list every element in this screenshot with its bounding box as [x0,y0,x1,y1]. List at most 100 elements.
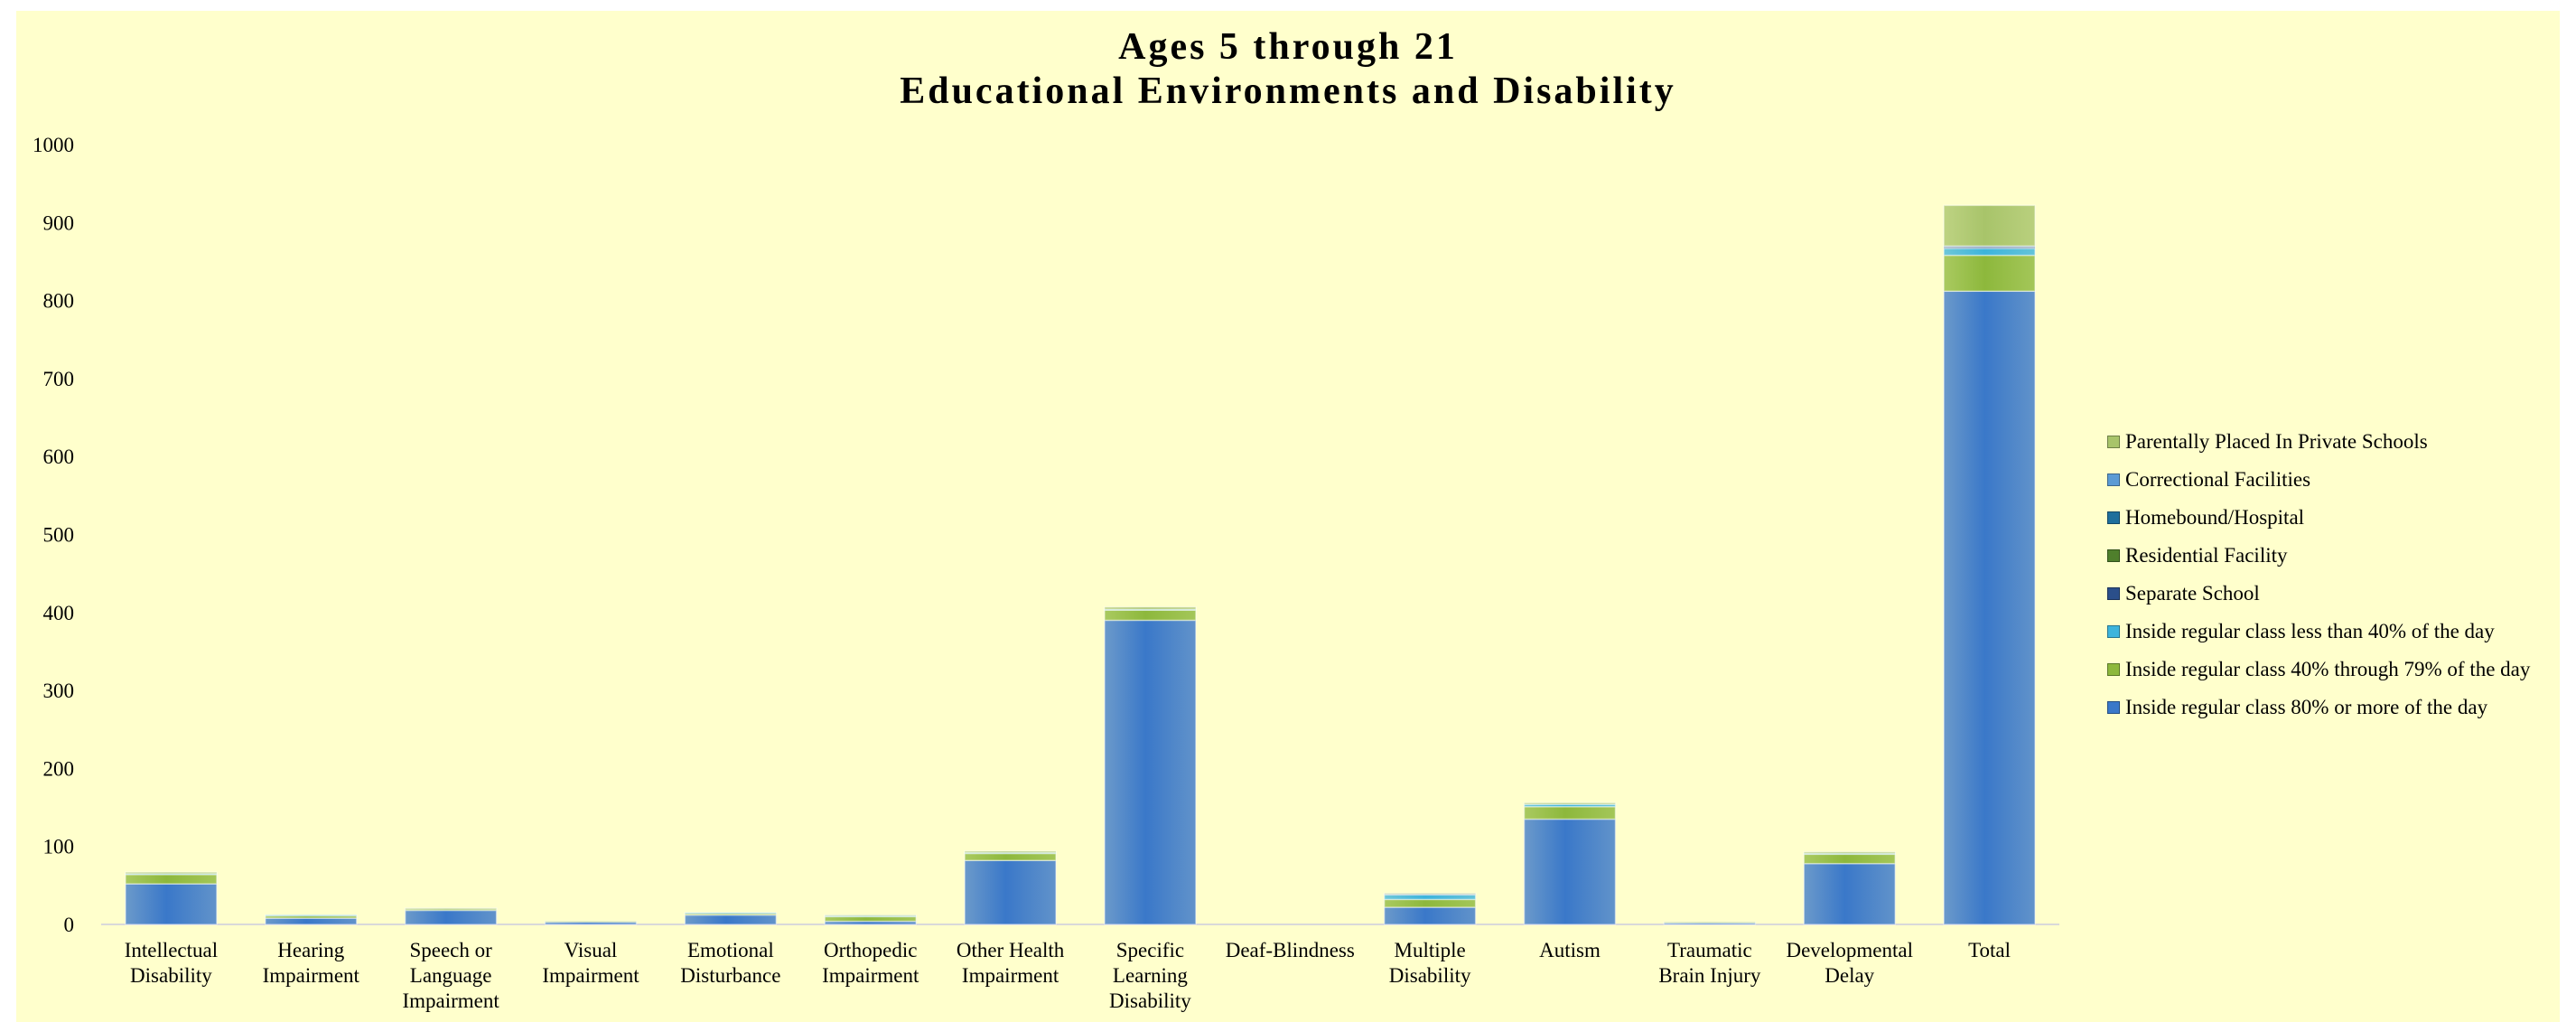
legend-item: Inside regular class 40% through 79% of … [2107,651,2559,689]
x-tick-label: Speech or Language Impairment [402,939,499,1012]
bar-segment [404,909,498,925]
bar-segment [1943,204,2036,247]
y-tick-label: 400 [43,602,75,624]
bar-segment [1383,898,1477,908]
bar-segment [125,874,218,885]
bar-segment [684,914,778,925]
legend-swatch [2107,701,2120,714]
bars-group [125,204,2036,925]
legend-swatch [2107,549,2120,562]
legend-item: Correctional Facilities [2107,461,2559,499]
x-tick-label-line: Impairment [402,989,499,1012]
x-tick-label-line: Learning [1113,964,1189,987]
bar-segment [824,915,917,923]
legend-swatch [2107,625,2120,638]
x-tick-label-line: Deaf-Blindness [1226,939,1355,961]
bar-segment [1803,862,1896,925]
bar-segment [964,859,1057,925]
chart-legend: Parentally Placed In Private Schools Corr… [2107,423,2559,727]
legend-item: Parentally Placed In Private Schools [2107,423,2559,461]
legend-swatch [2107,587,2120,600]
bar-segment [1803,853,1896,865]
legend-label: Inside regular class 40% through 79% of … [2125,658,2531,680]
legend-label: Parentally Placed In Private Schools [2125,430,2428,453]
legend-item: Separate School [2107,575,2559,613]
x-tick-label-line: Impairment [542,964,639,987]
legend-swatch [2107,436,2120,448]
x-tick-label-line: Impairment [822,964,919,987]
x-tick-label: Total [1968,939,2011,961]
bar-segment [1104,619,1197,925]
legend-swatch [2107,473,2120,486]
y-tick-label: 100 [43,836,75,858]
x-tick-label: Autism [1539,939,1601,961]
bar-segment [404,907,498,910]
y-tick-label: 700 [43,368,75,390]
bar-segment [1104,608,1197,611]
bar-segment [1104,609,1197,622]
x-tick-label-line: Disturbance [680,964,780,987]
x-tick-label-line: Orthopedic [824,939,917,961]
chart-area [16,11,2560,1022]
x-tick-label-line: Disability [1109,989,1191,1012]
y-tick-label: 900 [43,211,75,234]
bar-segment [684,913,778,916]
x-tick-label-line: Emotional [687,939,774,961]
legend-swatch [2107,511,2120,524]
x-tick-label-line: Traumatic [1667,939,1752,961]
x-tick-label-line: Disability [130,964,212,987]
x-tick-label-line: Developmental [1786,939,1913,961]
y-tick-label: 200 [43,757,75,780]
bar-segment [1523,805,1617,820]
legend-item: Inside regular class less than 40% of th… [2107,613,2559,651]
legend-label: Inside regular class 80% or more of the … [2125,696,2488,718]
bar-segment [1943,248,2036,257]
x-tick-label-line: Language [410,964,492,987]
legend-item: Inside regular class 80% or more of the … [2107,689,2559,727]
x-tick-label: Developmental Delay [1786,939,1913,987]
x-tick-label-line: Intellectual [125,939,218,961]
x-tick-label-line: Brain Injury [1658,964,1761,987]
bar-segment [1383,894,1477,901]
bar-segment [265,914,358,919]
legend-label: Inside regular class less than 40% of th… [2125,620,2495,642]
bar-segment [1943,254,2036,292]
bar-segment [125,883,218,925]
bar-segment [684,912,778,914]
bar-segment [1383,906,1477,925]
bar-segment [1803,850,1896,855]
bar-segment [544,921,638,925]
x-tick-label: Specific Learning Disability [1109,939,1191,1012]
legend-label: Homebound/Hospital [2125,506,2305,529]
y-tick-label: 500 [43,524,75,547]
x-tick-label-line: Multiple [1395,939,1466,961]
bar-segment [824,914,917,918]
x-tick-label-line: Impairment [962,964,1059,987]
y-tick-label: 800 [43,290,75,313]
x-tick-label: Emotional Disturbance [680,939,780,987]
x-tick-label-line: Disability [1389,964,1471,987]
y-tick-label: 300 [43,680,75,702]
bar-segment [964,852,1057,861]
x-tick-label: Traumatic Brain Injury [1658,939,1761,987]
chart-title-line-2: Educational Environments and Disability [900,70,1676,112]
bar-segment [265,914,358,917]
bar-segment [1523,818,1617,925]
bar-segment [1943,290,2036,925]
bar-segment [125,871,218,875]
x-tick-label-line: Other Health [957,939,1065,961]
x-tick-label-line: Delay [1825,964,1874,987]
y-tick-label: 0 [64,914,75,936]
bar-segment [1104,606,1197,611]
bar-segment [964,850,1057,854]
x-tick-label-line: Specific [1116,939,1184,961]
x-tick-label: Deaf-Blindness [1226,939,1355,961]
x-tick-label-line: Impairment [263,964,360,987]
legend-label: Residential Facility [2125,544,2288,567]
bar-segment [1663,921,1757,924]
bar-segment [1383,893,1477,895]
bar-segment [824,914,917,917]
x-tick-label: Other Health Impairment [957,939,1065,987]
